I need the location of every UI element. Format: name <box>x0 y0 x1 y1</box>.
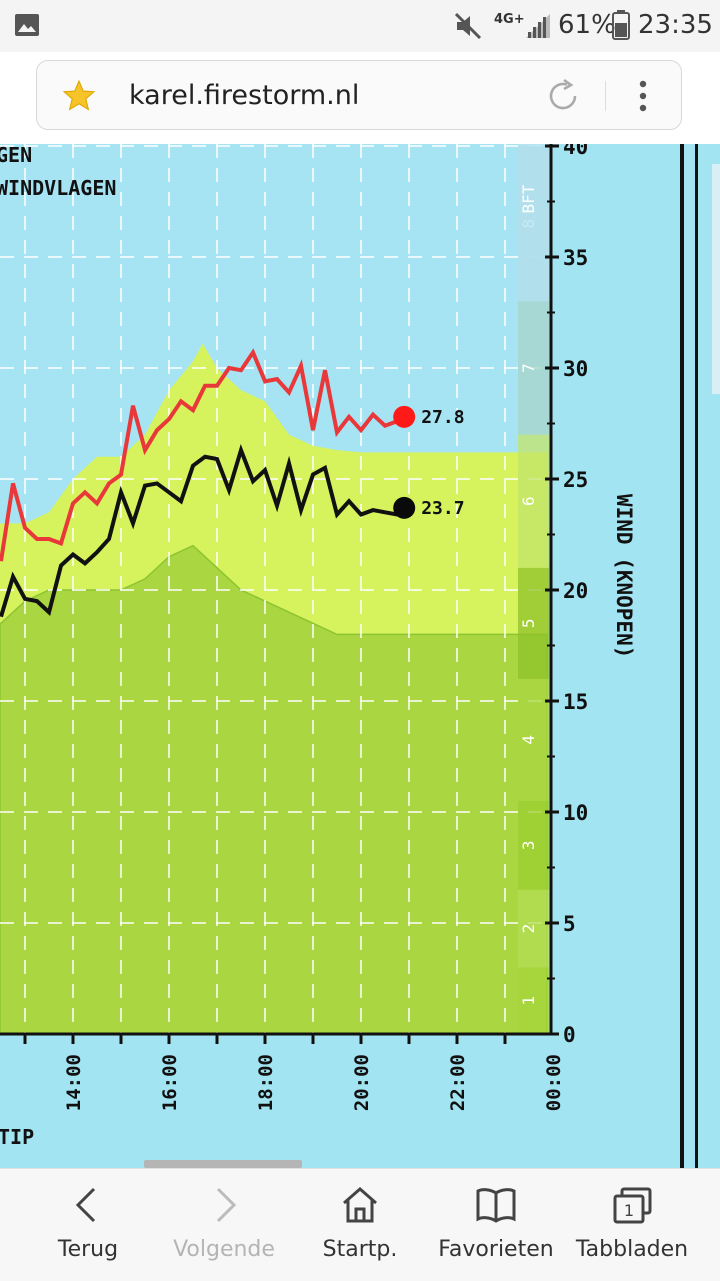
bft-band <box>518 678 549 801</box>
x-tick-label: 14:00 <box>63 1054 85 1111</box>
bft-label: 3 <box>519 840 538 850</box>
bottom-navigation: Terug Volgende Startp. Favorieten 1 Tabb… <box>0 1168 720 1281</box>
wind-end-label: 23.7 <box>421 498 464 519</box>
bft-band <box>518 889 549 968</box>
y-tick-label: 0 <box>563 1023 576 1047</box>
x-tick-label: 18:00 <box>255 1054 277 1111</box>
bft-unit-label: BFT <box>519 184 538 213</box>
more-options-icon[interactable] <box>635 79 651 113</box>
address-bar[interactable]: karel.firestorm.nl <box>36 60 682 130</box>
footer-partial: TIP <box>0 1125 34 1149</box>
bft-band <box>518 967 549 1034</box>
legend-partial: WINDVLAGEN <box>0 176 116 200</box>
y-tick-label: 20 <box>563 579 588 603</box>
signal-icon <box>526 14 550 38</box>
y-tick-label: 30 <box>563 357 588 381</box>
bft-band <box>518 567 549 679</box>
y-tick-label: 10 <box>563 801 588 825</box>
url-bar-divider <box>605 81 606 111</box>
bft-label: 4 <box>519 735 538 745</box>
gust-end-label: 27.8 <box>421 407 464 428</box>
tabs-label: Tabbladen <box>575 1237 689 1262</box>
page-content[interactable]: 12345678BFT 27.823.7051015202530354014:0… <box>0 144 720 1168</box>
y-tick-label: 5 <box>563 912 576 936</box>
wind-chart: 12345678BFT 27.823.7051015202530354014:0… <box>0 144 720 1168</box>
back-label: Terug <box>57 1237 119 1262</box>
x-tick-label: 16:00 <box>159 1054 181 1111</box>
star-icon[interactable] <box>62 79 96 113</box>
bft-label: 2 <box>519 924 538 934</box>
bookmarks-button[interactable]: Favorieten <box>424 1169 568 1281</box>
bft-label: 5 <box>519 618 538 628</box>
forward-button[interactable]: Volgende <box>152 1169 296 1281</box>
horizontal-scrollbar[interactable] <box>144 1160 302 1168</box>
wind-line <box>0 443 406 618</box>
back-button[interactable]: Terug <box>16 1169 160 1281</box>
reload-icon[interactable] <box>545 78 581 114</box>
tabs-button[interactable]: 1 Tabbladen <box>560 1169 704 1281</box>
y-tick-label: 15 <box>563 690 588 714</box>
bft-band <box>518 301 549 435</box>
bft-band <box>518 144 549 302</box>
bft-label: 6 <box>519 496 538 506</box>
status-bar: 4G+ 61% 23:35 <box>0 0 720 52</box>
forward-label: Volgende <box>173 1237 275 1262</box>
home-icon <box>343 1187 377 1223</box>
battery-percent: 61% <box>558 10 616 40</box>
home-button[interactable]: Startp. <box>288 1169 432 1281</box>
gust-line <box>0 348 406 562</box>
frame-border-line <box>680 144 684 1168</box>
forecast-wind-edge <box>0 544 548 1035</box>
chevron-right-icon <box>216 1187 237 1223</box>
x-tick-label: 20:00 <box>351 1054 373 1111</box>
url-text[interactable]: karel.firestorm.nl <box>129 80 360 111</box>
y-tick-label: 40 <box>563 144 588 159</box>
gallery-notification-icon <box>15 14 39 36</box>
tab-count: 1 <box>624 1201 634 1220</box>
battery-icon <box>612 10 630 40</box>
bft-band <box>518 800 549 890</box>
y-tick-label: 35 <box>563 246 588 270</box>
wind-end-point <box>393 496 416 519</box>
forecast-wind-area <box>0 545 547 1034</box>
bft-band <box>518 434 549 568</box>
bft-label: 7 <box>519 363 538 373</box>
book-icon <box>476 1188 516 1223</box>
gust-end-point <box>393 405 416 428</box>
chart-title-partial: GEN <box>0 144 32 167</box>
x-tick-label: 00:00 <box>543 1054 565 1111</box>
network-type: 4G+ <box>494 12 525 27</box>
chevron-left-icon <box>75 1187 96 1223</box>
clock: 23:35 <box>638 10 713 40</box>
y-tick-label: 25 <box>563 468 588 492</box>
bft-label: 1 <box>519 996 538 1006</box>
x-tick-label: 22:00 <box>447 1054 469 1111</box>
mute-icon <box>454 12 482 40</box>
home-label: Startp. <box>322 1237 398 1262</box>
bookmarks-label: Favorieten <box>438 1237 554 1262</box>
page-scrollbar <box>712 164 720 394</box>
tabs-icon: 1 <box>613 1187 652 1224</box>
y-axis-title: WIND (KNOPEN) <box>612 494 636 658</box>
frame-border-line <box>695 144 698 1168</box>
